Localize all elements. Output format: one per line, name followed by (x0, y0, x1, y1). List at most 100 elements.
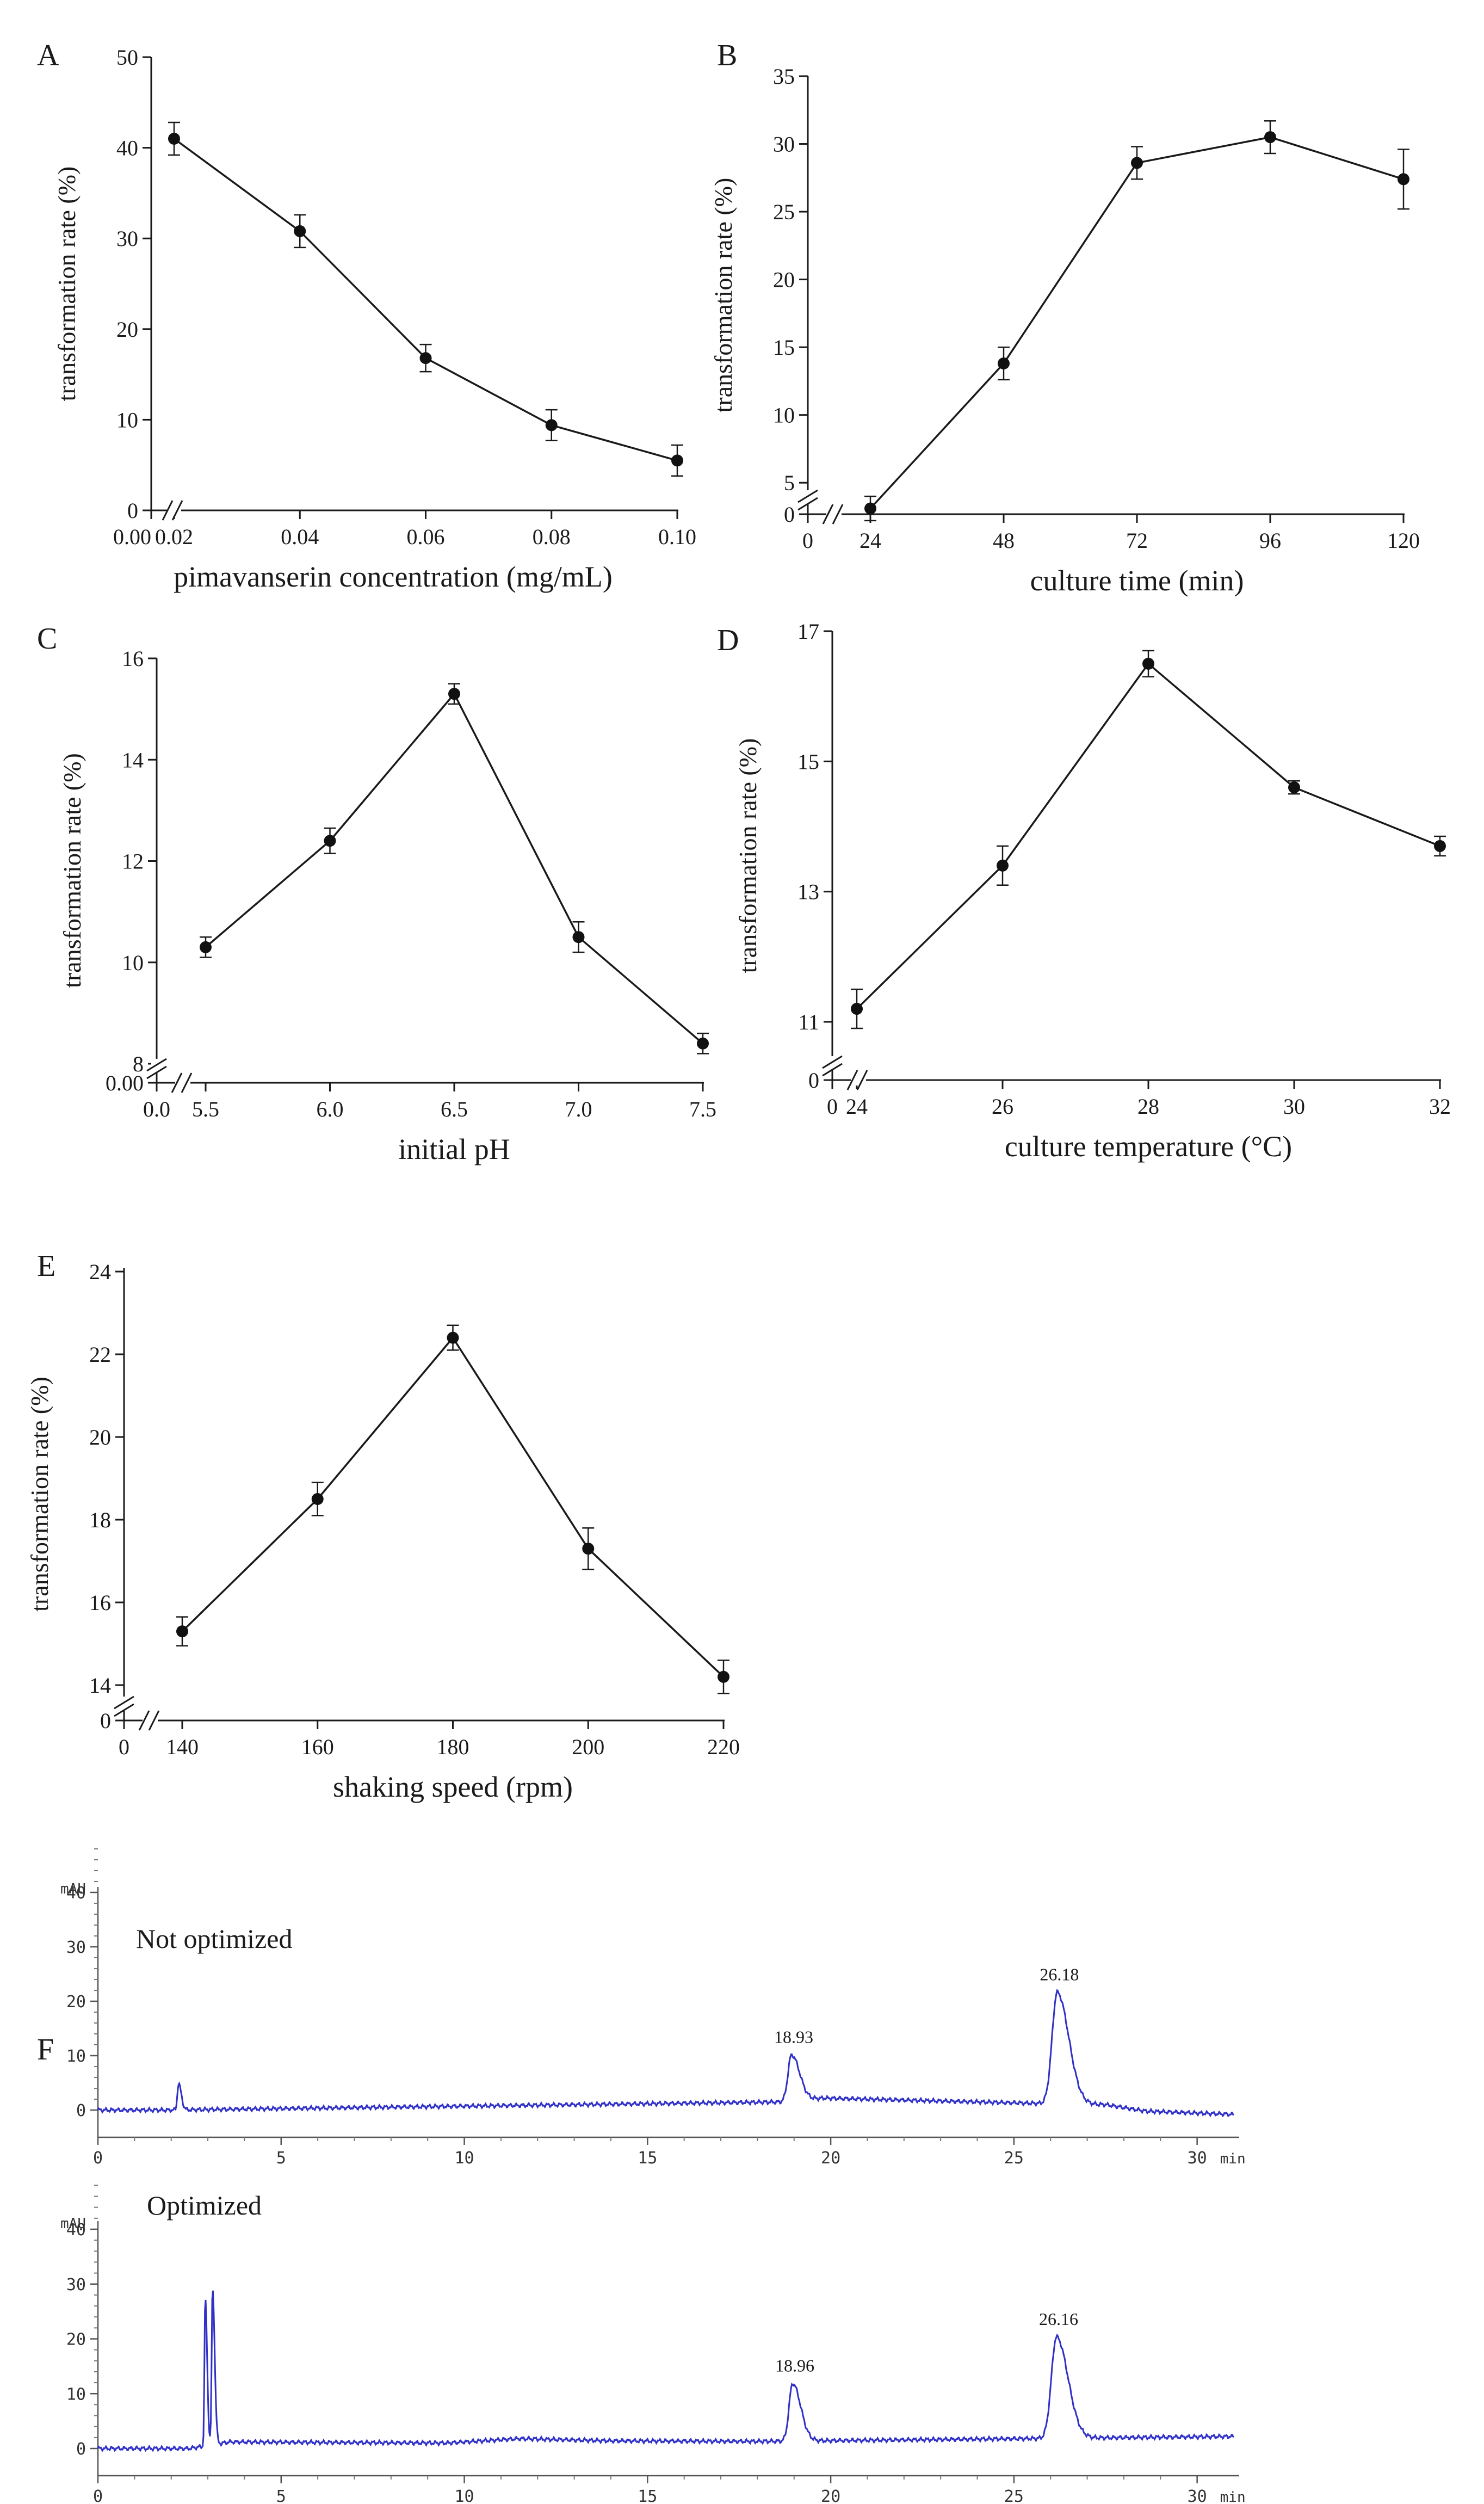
x-axis-title: culture temperature (°C) (1005, 1130, 1292, 1163)
y-tick-label: 10 (66, 2385, 86, 2404)
y-tick-label: 8 (133, 1052, 144, 1076)
x-tick-label: 0.04 (281, 525, 319, 549)
x-tick-label: 10 (454, 2487, 474, 2504)
y-tick-label: 0.00 (106, 1071, 144, 1095)
x-tick-label: 6.5 (441, 1097, 468, 1121)
axis-break-mark (146, 1065, 167, 1080)
data-point (572, 931, 585, 943)
y-tick-label: 0 (127, 498, 138, 523)
x-axis-title: pimavanserin concentration (mg/mL) (174, 560, 613, 593)
series-line (181, 1336, 725, 1678)
x-tick-label: 0.08 (533, 525, 571, 549)
x-axis-title: culture time (min) (1030, 564, 1244, 597)
axis-break-mark (138, 1710, 150, 1731)
x-unit-label: min (1220, 2489, 1246, 2504)
series-line (869, 136, 1404, 509)
y-tick-label: 35 (773, 64, 795, 89)
peak-label: 26.16 (1039, 2309, 1078, 2329)
y-tick-label: 0 (100, 1709, 111, 1733)
y-tick-label: 40 (66, 2221, 86, 2240)
data-point (168, 132, 180, 145)
peak-label: 18.96 (775, 2355, 814, 2375)
axis-break-mark (171, 500, 183, 521)
data-point (671, 454, 683, 467)
axis-break-mark (162, 500, 174, 521)
x-tick-label: 30 (1283, 1094, 1305, 1119)
y-tick-label: 0 (76, 2101, 86, 2120)
y-tick-label: 18 (89, 1508, 111, 1532)
x-unit-label: min (1220, 2151, 1246, 2167)
x-tick-label: 20 (821, 2487, 840, 2504)
y-tick-label: 30 (66, 2275, 86, 2295)
y-tick-label: 14 (122, 748, 144, 772)
x-tick-label: 180 (437, 1735, 469, 1759)
data-point (200, 941, 212, 953)
x-tick-label: 5 (276, 2487, 286, 2504)
panel-a: A 0 10 20 30 40 50 0.02 0.04 0.06 0.08 0.10 0.00 pima… (37, 39, 696, 593)
y-tick-label: 15 (797, 749, 819, 774)
y-axis-title: transformation rate (%) (26, 1377, 53, 1612)
data-point (448, 688, 460, 700)
y-tick-label: 10 (116, 408, 138, 432)
data-point (1264, 131, 1276, 144)
y-tick-label: 20 (773, 268, 795, 292)
data-point (997, 859, 1009, 872)
axis-break-mark (822, 1063, 843, 1077)
data-point (1398, 173, 1409, 186)
y-tick-label: 20 (66, 2330, 86, 2349)
data-point (864, 502, 876, 515)
x-tick-label: 48 (993, 528, 1015, 553)
axis-break-mark (797, 497, 818, 511)
y-tick-label: 0 (808, 1068, 819, 1093)
x-tick-label: 30 (1188, 2487, 1207, 2504)
x-tick-label: 220 (707, 1735, 740, 1759)
x-tick-label: 160 (301, 1735, 334, 1759)
chromatogram-trace (97, 2290, 1234, 2452)
x-tick-label: 25 (1004, 2487, 1024, 2504)
y-axis-title: transformation rate (%) (734, 738, 762, 973)
data-point (1142, 657, 1154, 670)
x-tick-label: 32 (1429, 1094, 1451, 1119)
x-tick-label: 0.06 (407, 525, 445, 549)
y-tick-label: 20 (89, 1425, 111, 1450)
y-tick-label: 10 (66, 2047, 86, 2066)
y-tick-label: 30 (116, 226, 138, 251)
axis-break-mark (846, 1070, 858, 1090)
x-tick-label: 25 (1004, 2149, 1024, 2168)
axis-break-gap (167, 505, 181, 516)
x-tick-label: 140 (166, 1735, 199, 1759)
data-point (1288, 781, 1300, 794)
x-tick-label: 0.0 (143, 1097, 170, 1121)
data-point (582, 1543, 595, 1555)
y-tick-label: 30 (773, 132, 795, 157)
axis-break-mark (832, 504, 844, 525)
axis-break-mark (822, 504, 834, 525)
y-tick-label: 13 (797, 880, 819, 904)
x-tick-label: 6.0 (317, 1097, 344, 1121)
y-tick-label: 24 (89, 1260, 111, 1284)
y-tick-label: 16 (122, 646, 144, 671)
data-point (1131, 157, 1143, 169)
x-tick-label: 5.5 (192, 1097, 219, 1121)
axis-break-mark (181, 1072, 193, 1093)
panel-label: A (37, 39, 59, 72)
panel-d: D 11 13 15 17 0 24 26 28 30 32 0 culture temperature… (717, 619, 1451, 1163)
data-point (324, 835, 336, 847)
x-tick-label: 72 (1126, 528, 1148, 553)
data-point (998, 357, 1010, 370)
x-tick-label: 96 (1259, 528, 1281, 553)
peak-label: 26.18 (1040, 1964, 1079, 1984)
axis-break-mark (148, 1710, 160, 1731)
series-line (173, 138, 678, 462)
panel-label: B (717, 39, 737, 72)
x-axis-title: shaking speed (rpm) (333, 1771, 573, 1803)
y-tick-label: 20 (116, 317, 138, 342)
y-tick-label: 30 (66, 1938, 86, 1957)
axis-break-mark (114, 1703, 134, 1717)
y-tick-label: 50 (116, 45, 138, 70)
y-axis-title: transformation rate (%) (53, 166, 81, 402)
x-tick-label: 0.10 (658, 525, 696, 549)
axis-break-mark (822, 1055, 843, 1069)
chromatogram-title: Not optimized (136, 1923, 292, 1954)
